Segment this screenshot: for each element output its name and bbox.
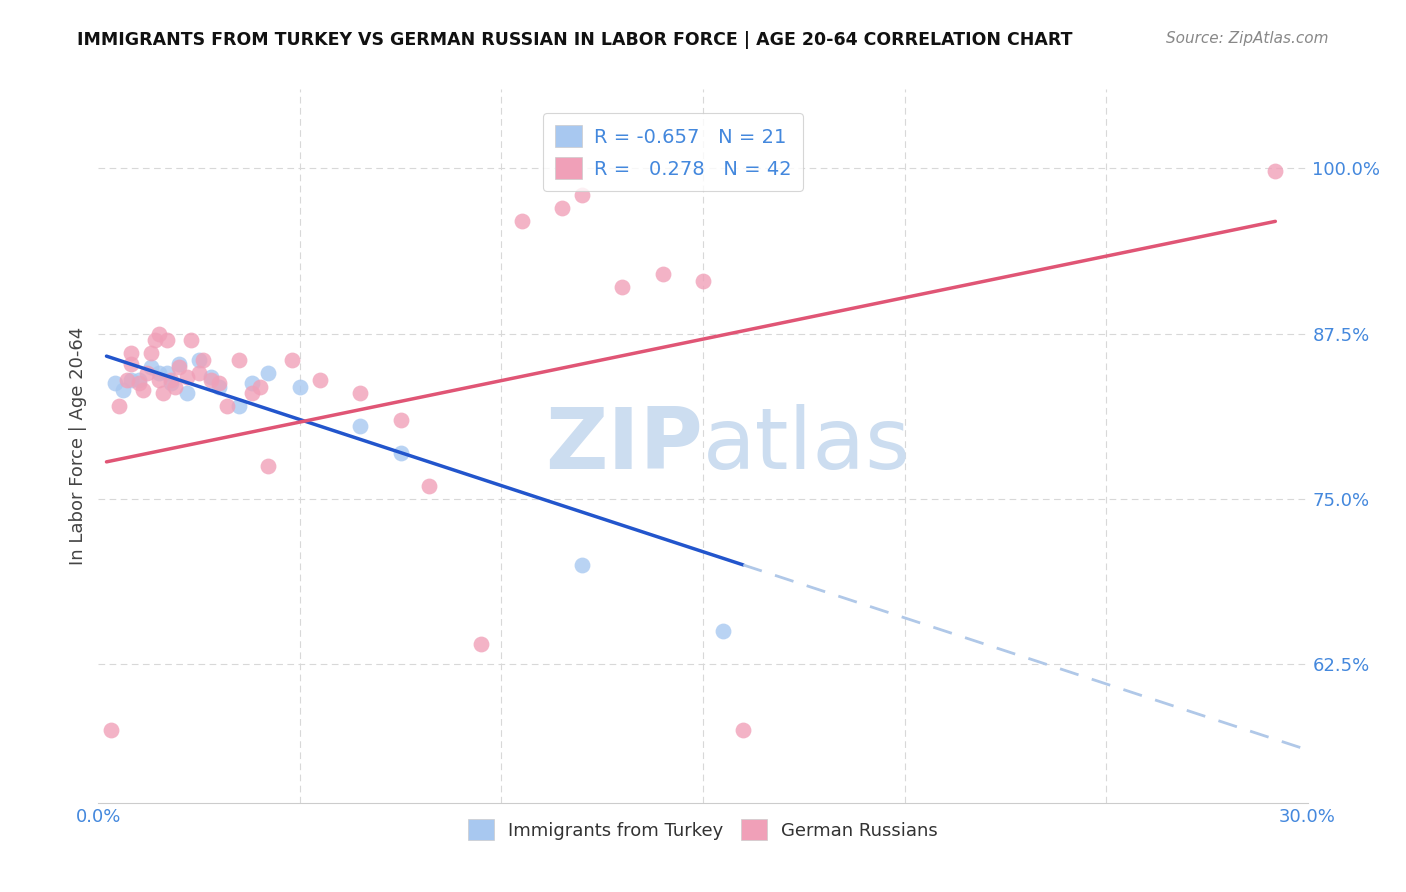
Y-axis label: In Labor Force | Age 20-64: In Labor Force | Age 20-64 (69, 326, 87, 566)
Point (160, 376, 183, 390)
Point (1264, 164, 1286, 178)
Point (163, 379, 186, 393)
Point (128, 373, 150, 387)
Point (120, 373, 142, 387)
Text: IMMIGRANTS FROM TURKEY VS GERMAN RUSSIAN IN LABOR FORCE | AGE 20-64 CORRELATION : IMMIGRANTS FROM TURKEY VS GERMAN RUSSIAN… (77, 31, 1073, 49)
Text: atlas: atlas (703, 404, 911, 488)
Point (571, 558, 593, 572)
Point (256, 458, 278, 473)
Point (107, 400, 129, 414)
Point (156, 367, 179, 381)
Text: ZIP: ZIP (546, 404, 703, 488)
Point (139, 346, 162, 360)
Point (711, 624, 734, 638)
Point (281, 353, 304, 368)
Point (571, 188, 593, 202)
Point (132, 384, 155, 398)
Point (510, 214, 533, 228)
Point (240, 376, 263, 390)
Point (228, 400, 250, 414)
Point (160, 373, 183, 387)
Point (128, 376, 150, 390)
Point (167, 357, 190, 371)
Point (120, 346, 142, 360)
Point (551, 201, 574, 215)
Point (612, 280, 634, 294)
Point (470, 637, 492, 651)
Point (103, 376, 125, 390)
Point (188, 367, 211, 381)
Point (288, 379, 311, 393)
Point (180, 333, 202, 347)
Point (349, 419, 371, 434)
Point (188, 353, 211, 368)
Point (111, 384, 134, 398)
Point (148, 367, 170, 381)
Point (651, 267, 673, 281)
Point (389, 445, 412, 459)
Point (167, 359, 190, 374)
Point (733, 723, 755, 738)
Point (208, 376, 231, 390)
Point (228, 353, 250, 368)
Point (200, 373, 222, 387)
Point (256, 367, 278, 381)
Point (418, 478, 440, 492)
Point (139, 359, 162, 374)
Point (115, 373, 138, 387)
Point (148, 373, 170, 387)
Point (156, 333, 179, 347)
Point (143, 333, 166, 347)
Point (100, 723, 122, 738)
Point (135, 367, 157, 381)
Point (176, 370, 198, 384)
Point (120, 357, 142, 371)
Legend: Immigrants from Turkey, German Russians: Immigrants from Turkey, German Russians (461, 812, 945, 847)
Text: Source: ZipAtlas.com: Source: ZipAtlas.com (1166, 31, 1329, 46)
Point (208, 379, 231, 393)
Point (200, 370, 222, 384)
Point (176, 386, 198, 401)
Point (217, 400, 239, 414)
Point (148, 326, 170, 341)
Point (193, 353, 215, 368)
Point (692, 274, 714, 288)
Point (249, 379, 271, 393)
Point (240, 386, 263, 401)
Point (349, 386, 371, 401)
Point (309, 373, 332, 387)
Point (152, 386, 174, 401)
Point (389, 412, 412, 426)
